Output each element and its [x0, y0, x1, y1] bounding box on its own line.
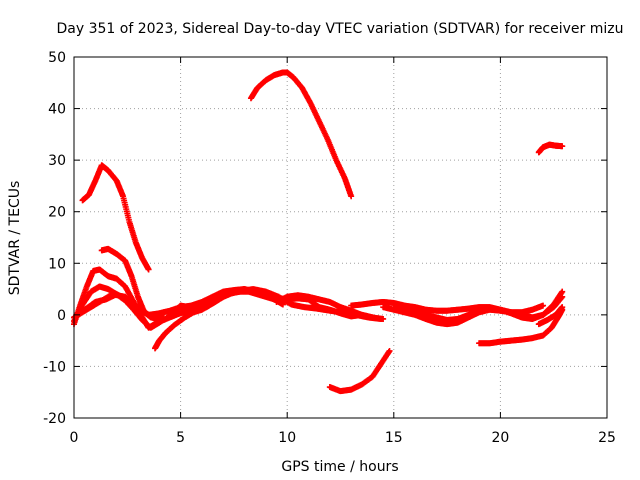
data-point	[369, 314, 376, 321]
series-arc-p	[535, 141, 566, 156]
data-point	[145, 266, 152, 273]
data-point	[559, 143, 566, 150]
series-arc-o	[476, 306, 566, 347]
data-layer	[71, 69, 566, 395]
y-tick-label: 10	[48, 256, 66, 272]
axis-ticks: 0 5 10 15 20 25 -20 -10 0 10 20 30 40 50	[43, 50, 616, 446]
x-tick-label: 15	[385, 430, 403, 446]
plot-frame	[73, 56, 608, 419]
x-tick-label: 5	[176, 430, 185, 446]
chart-title: Day 351 of 2023, Sidereal Day-to-day VTE…	[57, 21, 624, 37]
y-tick-label: -20	[43, 411, 66, 427]
y-tick-label: -10	[43, 359, 66, 375]
series-arc-n	[390, 288, 566, 324]
series-arc-h	[154, 288, 286, 326]
y-tick-label: 50	[48, 50, 66, 66]
data-point	[348, 193, 355, 200]
grid	[74, 57, 607, 418]
series-arc-i	[247, 69, 355, 200]
data-point	[386, 347, 393, 354]
y-tick-label: 30	[48, 153, 66, 169]
data-point	[559, 288, 566, 295]
data-point	[378, 315, 385, 322]
data-point	[540, 302, 547, 309]
x-tick-label: 20	[491, 430, 509, 446]
y-tick-label: 40	[48, 102, 66, 118]
series-arc-k	[326, 347, 393, 395]
y-axis-label: SDTVAR / TECUs	[7, 181, 23, 296]
x-axis-label: GPS time / hours	[281, 459, 398, 475]
series-arc-q	[535, 304, 566, 328]
x-tick-label: 25	[598, 430, 616, 446]
data-point	[559, 304, 566, 311]
y-tick-label: 0	[57, 308, 66, 324]
series-arc-j	[273, 292, 376, 321]
y-tick-label: 20	[48, 205, 66, 221]
data-point	[279, 301, 286, 308]
series-arc-a	[79, 162, 152, 273]
x-tick-label: 0	[70, 430, 79, 446]
x-tick-label: 10	[278, 430, 296, 446]
